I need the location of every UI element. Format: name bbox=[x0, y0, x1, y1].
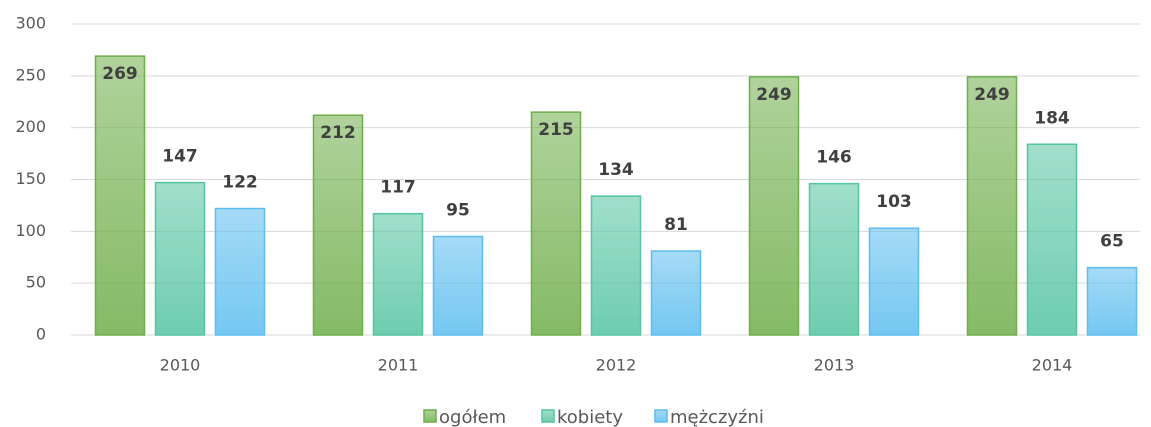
value-label: 212 bbox=[320, 123, 356, 143]
bar bbox=[966, 76, 1018, 336]
bar bbox=[312, 114, 364, 336]
legend-swatch bbox=[423, 409, 437, 423]
value-label: 249 bbox=[974, 85, 1010, 105]
y-tick-label: 0 bbox=[36, 325, 46, 344]
bar bbox=[1026, 143, 1078, 336]
y-tick-label: 100 bbox=[15, 221, 46, 240]
legend-label: kobiety bbox=[557, 407, 623, 427]
value-label: 134 bbox=[598, 160, 634, 180]
value-label: 147 bbox=[162, 147, 198, 167]
bar bbox=[650, 250, 702, 336]
bar bbox=[530, 111, 582, 336]
y-tick-label: 150 bbox=[15, 169, 46, 188]
bar bbox=[1086, 266, 1138, 336]
legend-label: mężczyźni bbox=[670, 407, 764, 427]
x-tick-label: 2010 bbox=[160, 356, 201, 375]
value-label: 146 bbox=[816, 148, 852, 168]
value-label: 269 bbox=[102, 64, 138, 84]
bar bbox=[590, 195, 642, 336]
x-tick-label: 2012 bbox=[596, 356, 637, 375]
value-label: 249 bbox=[756, 85, 792, 105]
bar bbox=[868, 227, 920, 336]
bar bbox=[94, 55, 146, 336]
bar bbox=[432, 235, 484, 336]
bar bbox=[808, 182, 860, 336]
y-tick-label: 300 bbox=[15, 14, 46, 33]
y-tick-label: 50 bbox=[26, 273, 46, 292]
bar bbox=[214, 207, 266, 336]
value-label: 81 bbox=[664, 215, 688, 235]
x-tick-label: 2011 bbox=[378, 356, 419, 375]
y-tick-label: 200 bbox=[15, 117, 46, 136]
value-label: 117 bbox=[380, 178, 416, 198]
legend-swatch bbox=[654, 409, 668, 423]
bar bbox=[372, 212, 424, 336]
value-label: 122 bbox=[222, 173, 258, 193]
legend-label: ogółem bbox=[439, 407, 506, 427]
value-label: 215 bbox=[538, 120, 574, 140]
x-tick-label: 2013 bbox=[814, 356, 855, 375]
value-label: 65 bbox=[1100, 232, 1124, 252]
bar bbox=[748, 76, 800, 336]
x-tick-label: 2014 bbox=[1032, 356, 1073, 375]
legend-swatch bbox=[541, 409, 555, 423]
value-label: 184 bbox=[1034, 108, 1070, 128]
value-label: 103 bbox=[876, 192, 912, 212]
value-label: 95 bbox=[446, 201, 470, 221]
y-tick-label: 250 bbox=[15, 65, 46, 84]
bar bbox=[154, 181, 206, 336]
